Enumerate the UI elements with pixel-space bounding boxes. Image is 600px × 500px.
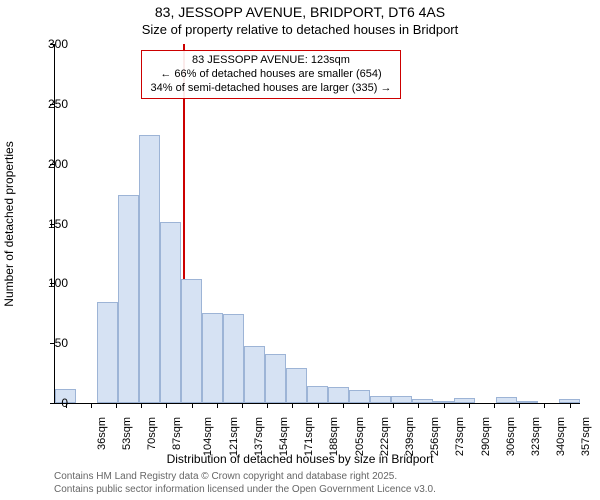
xtick-mark [141, 403, 142, 408]
xtick-mark [418, 403, 419, 408]
xtick-label: 239sqm [404, 417, 416, 456]
histogram-bar [202, 313, 223, 403]
xtick-label: 154sqm [278, 417, 290, 456]
xtick-label: 222sqm [379, 417, 391, 456]
annotation-line: 34% of semi-detached houses are larger (… [148, 82, 394, 96]
histogram-bar [244, 346, 265, 403]
histogram-bar [307, 386, 328, 403]
xtick-mark [217, 403, 218, 408]
histogram-plot: 83 JESSOPP AVENUE: 123sqm← 66% of detach… [54, 44, 580, 404]
histogram-bar [328, 387, 349, 403]
histogram-bar [349, 390, 370, 403]
histogram-bar [370, 396, 391, 403]
xtick-label: 290sqm [480, 417, 492, 456]
histogram-bar [496, 397, 517, 403]
xtick-mark [343, 403, 344, 408]
ytick-label: 300 [48, 37, 68, 51]
xtick-mark [267, 403, 268, 408]
footer-attribution: Contains HM Land Registry data © Crown c… [54, 471, 436, 496]
ytick-label: 100 [48, 276, 68, 290]
footer-line1: Contains HM Land Registry data © Crown c… [54, 471, 436, 484]
xtick-mark [318, 403, 319, 408]
histogram-bar [517, 401, 538, 403]
page-title-line1: 83, JESSOPP AVENUE, BRIDPORT, DT6 4AS [0, 4, 600, 20]
xtick-mark [519, 403, 520, 408]
footer-line2: Contains public sector information licen… [54, 484, 436, 497]
xtick-label: 70sqm [146, 417, 158, 450]
xtick-label: 36sqm [96, 417, 108, 450]
xtick-mark [469, 403, 470, 408]
ytick-label: 200 [48, 157, 68, 171]
histogram-bar [454, 398, 475, 403]
annotation-line: ← 66% of detached houses are smaller (65… [148, 68, 394, 82]
xtick-mark [91, 403, 92, 408]
xtick-mark [292, 403, 293, 408]
xtick-mark [444, 403, 445, 408]
xtick-mark [116, 403, 117, 408]
xtick-label: 340sqm [555, 417, 567, 456]
histogram-bar [97, 302, 118, 403]
ytick-label: 0 [61, 396, 68, 410]
histogram-bar [181, 279, 202, 403]
xtick-label: 357sqm [580, 417, 592, 456]
xtick-mark [242, 403, 243, 408]
histogram-bar [160, 222, 181, 403]
ytick-mark [50, 403, 55, 404]
y-axis-label: Number of detached properties [2, 141, 16, 306]
xtick-label: 256sqm [429, 417, 441, 456]
histogram-bar [265, 354, 286, 403]
xtick-label: 171sqm [303, 417, 315, 456]
annotation-line: 83 JESSOPP AVENUE: 123sqm [148, 54, 394, 68]
xtick-label: 306sqm [505, 417, 517, 456]
xtick-mark [544, 403, 545, 408]
xtick-label: 273sqm [454, 417, 466, 456]
histogram-bar [223, 314, 244, 403]
xtick-label: 53sqm [121, 417, 133, 450]
histogram-bar [118, 195, 139, 403]
histogram-bar [391, 396, 412, 403]
xtick-mark [494, 403, 495, 408]
ytick-label: 150 [48, 217, 68, 231]
xtick-mark [192, 403, 193, 408]
page-title-line2: Size of property relative to detached ho… [0, 22, 600, 37]
histogram-bar [286, 368, 307, 403]
ytick-label: 250 [48, 97, 68, 111]
xtick-label: 137sqm [253, 417, 265, 456]
xtick-mark [368, 403, 369, 408]
annotation-box: 83 JESSOPP AVENUE: 123sqm← 66% of detach… [141, 50, 401, 99]
xtick-mark [166, 403, 167, 408]
xtick-mark [570, 403, 571, 408]
xtick-label: 121sqm [228, 417, 240, 456]
histogram-bar [139, 135, 160, 403]
xtick-label: 104sqm [202, 417, 214, 456]
xtick-mark [393, 403, 394, 408]
xtick-label: 323sqm [530, 417, 542, 456]
ytick-label: 50 [55, 336, 68, 350]
xtick-label: 188sqm [328, 417, 340, 456]
xtick-label: 205sqm [354, 417, 366, 456]
histogram-bar [412, 399, 433, 403]
xtick-label: 87sqm [171, 417, 183, 450]
